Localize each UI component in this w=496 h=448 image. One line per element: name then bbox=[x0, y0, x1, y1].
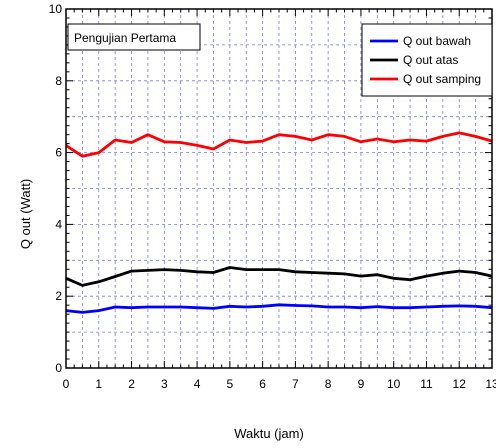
y-tick-label: 0 bbox=[55, 361, 62, 375]
x-tick-label: 4 bbox=[194, 377, 201, 391]
y-tick-label: 10 bbox=[49, 2, 63, 16]
legend: Q out bawah Q out atas Q out samping bbox=[361, 23, 493, 97]
y-tick-label: 2 bbox=[55, 289, 62, 303]
annotation-box: Pengujian Pertama bbox=[67, 23, 201, 51]
legend-label: Q out atas bbox=[403, 53, 458, 67]
x-axis-title: Waktu (jam) bbox=[234, 426, 304, 441]
x-tick-label: 8 bbox=[325, 377, 332, 391]
x-tick-label: 1 bbox=[95, 377, 102, 391]
series-layer bbox=[65, 131, 493, 314]
annotation-text: Pengujian Pertama bbox=[74, 31, 176, 45]
series-line-q-out-atas bbox=[65, 266, 493, 287]
y-tick-label: 4 bbox=[55, 217, 62, 231]
x-tick-label: 3 bbox=[161, 377, 168, 391]
x-tick-label: 0 bbox=[63, 377, 70, 391]
series-line-q-out-bawah bbox=[65, 303, 493, 314]
y-tick-label: 8 bbox=[55, 74, 62, 88]
series-line-q-out-samping bbox=[65, 131, 493, 158]
x-tick-label: 6 bbox=[259, 377, 266, 391]
x-tick-label: 12 bbox=[453, 377, 467, 391]
legend-label: Q out bawah bbox=[403, 34, 471, 48]
x-tick-label: 7 bbox=[292, 377, 299, 391]
x-tick-label: 9 bbox=[358, 377, 365, 391]
ticks bbox=[65, 8, 493, 369]
x-tick-label: 2 bbox=[128, 377, 135, 391]
x-tick-label: 5 bbox=[227, 377, 234, 391]
y-axis-title: Q out (Watt) bbox=[18, 179, 33, 249]
x-tick-label: 13 bbox=[485, 377, 496, 391]
legend-label: Q out samping bbox=[403, 72, 481, 86]
y-tick-label: 6 bbox=[55, 146, 62, 160]
x-tick-label: 10 bbox=[387, 377, 401, 391]
x-tick-label: 11 bbox=[420, 377, 433, 391]
